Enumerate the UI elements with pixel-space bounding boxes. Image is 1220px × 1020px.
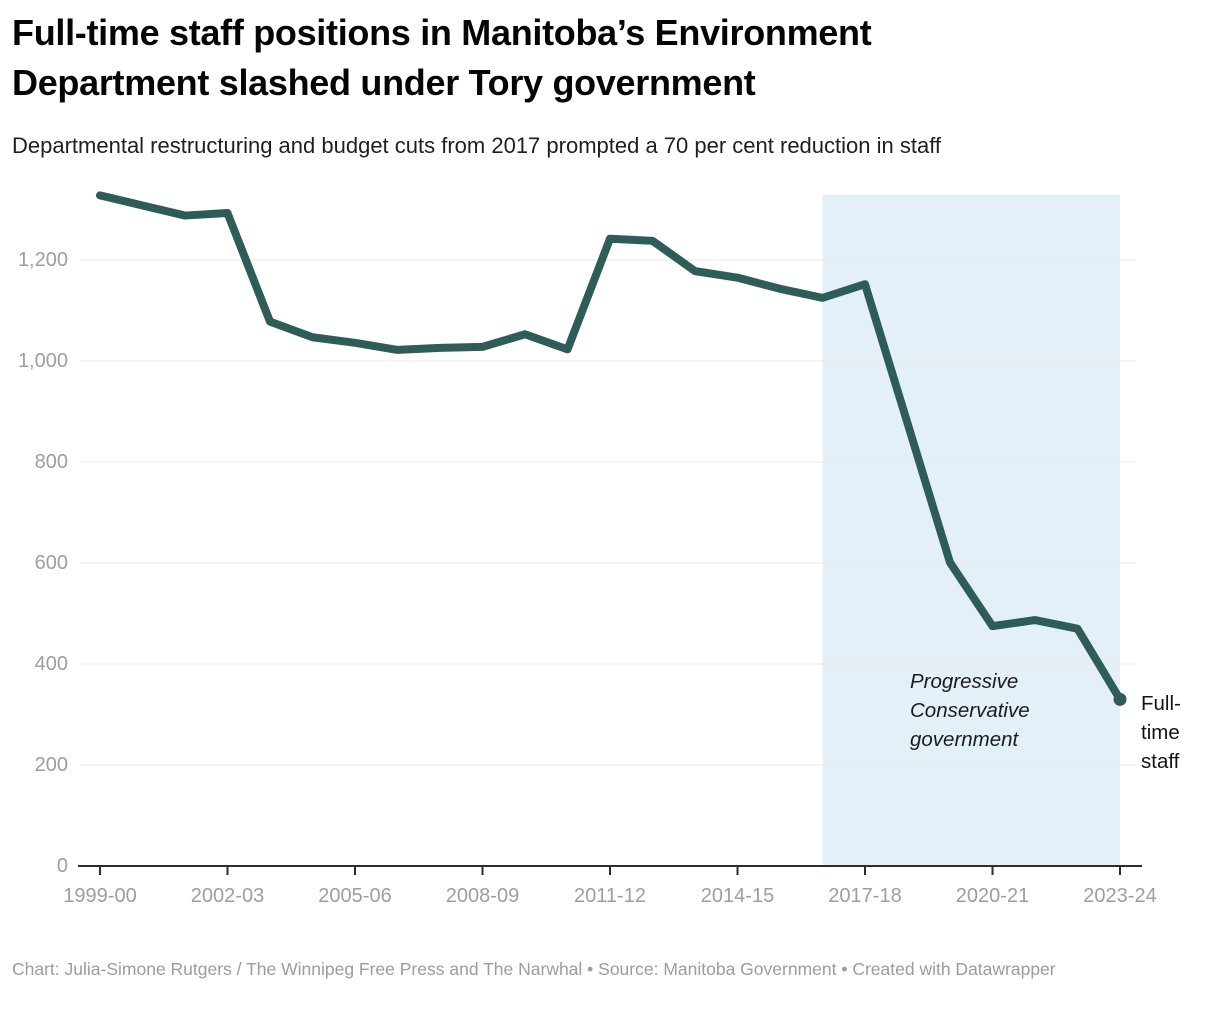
- line-end-dot: [1113, 692, 1127, 706]
- x-axis-label: 2011-12: [574, 885, 646, 907]
- y-axis-label: 200: [34, 754, 68, 776]
- x-axis-label: 2005-06: [318, 885, 392, 907]
- y-axis-label: 1,000: [17, 350, 68, 372]
- x-axis-label: 2002-03: [190, 885, 265, 907]
- chart-subtitle: Departmental restructuring and budget cu…: [12, 133, 942, 158]
- staff-line: [96, 191, 1124, 704]
- x-axis-label: 2014-15: [700, 885, 775, 907]
- series-label-full-time-staff: Full-time staff: [1141, 692, 1181, 773]
- x-axis-label: 1999-00: [63, 885, 137, 907]
- chart-title: Full-time staff positions in Manitoba’s …: [12, 12, 872, 103]
- y-axis-label: 600: [34, 552, 68, 574]
- y-axis-label: 1,200: [17, 249, 68, 271]
- x-axis-label: 2008-09: [445, 885, 520, 907]
- x-axis-label: 2023-24: [1083, 885, 1157, 907]
- y-axis-label: 400: [34, 653, 68, 675]
- chart-footer: Chart: Julia-Simone Rutgers / The Winnip…: [12, 959, 1056, 979]
- annotation-pc-government: Progressive Conservative government: [910, 670, 1030, 751]
- x-axis-label: 2017-18: [828, 885, 902, 907]
- y-axis-label: 800: [34, 451, 68, 473]
- y-axis-label: 0: [56, 855, 68, 877]
- x-axis-label: 2020-21: [955, 885, 1030, 907]
